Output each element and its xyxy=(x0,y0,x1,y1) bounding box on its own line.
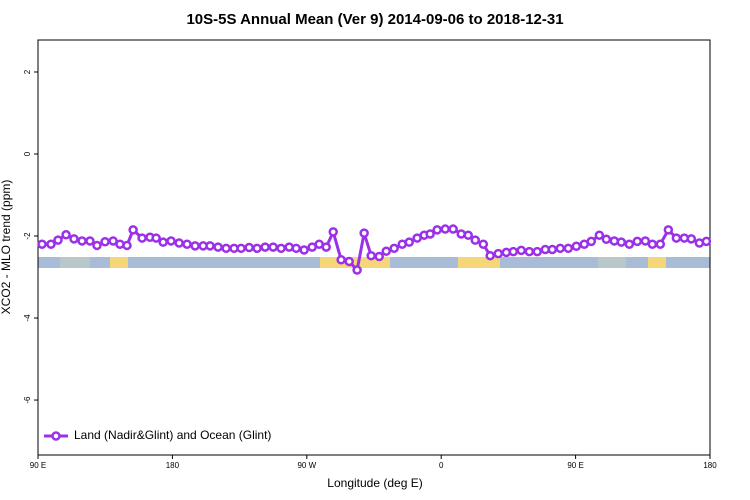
data-point xyxy=(366,250,376,261)
data-point xyxy=(655,239,666,249)
data-point xyxy=(571,241,582,252)
data-point xyxy=(448,224,458,234)
data-point xyxy=(485,250,495,261)
land-patch xyxy=(110,257,128,268)
data-point xyxy=(205,241,215,251)
data-point xyxy=(236,243,246,254)
data-point xyxy=(122,240,132,251)
data-point xyxy=(336,255,346,265)
data-point xyxy=(374,251,384,262)
land-ocean-strip xyxy=(38,257,710,268)
x-axis-label: Longitude (deg E) xyxy=(327,476,422,490)
x-tick-label: 180 xyxy=(166,461,180,470)
plot-frame xyxy=(37,39,711,456)
data-point xyxy=(647,239,658,249)
data-point xyxy=(555,243,565,254)
data-point xyxy=(508,246,519,257)
data-point xyxy=(268,242,278,252)
data-point xyxy=(594,230,605,240)
data-point xyxy=(158,237,168,247)
data-point xyxy=(128,225,138,235)
y-tick-label: -6 xyxy=(23,396,32,404)
x-tick-label: 90 E xyxy=(567,461,583,470)
data-point xyxy=(151,233,161,243)
x-tick-label: 90 W xyxy=(297,461,316,470)
data-point xyxy=(601,234,612,245)
data-point xyxy=(381,246,391,256)
data-point xyxy=(432,225,442,235)
data-point xyxy=(344,256,354,267)
data-point xyxy=(532,246,542,257)
data-point xyxy=(85,236,95,246)
land-patch xyxy=(60,257,90,268)
y-axis-label: XCO2 - MLO trend (ppm) xyxy=(0,180,13,315)
data-point xyxy=(624,239,635,249)
data-point xyxy=(516,245,526,256)
data-point xyxy=(632,236,643,247)
chart-title: 10S-5S Annual Mean (Ver 9) 2014-09-06 to… xyxy=(186,11,563,28)
data-point xyxy=(524,246,535,257)
legend-label: Land (Nadir&Glint) and Ocean (Glint) xyxy=(74,428,271,442)
data-point xyxy=(463,230,473,240)
land-patch xyxy=(458,257,500,268)
data-point xyxy=(92,240,102,251)
data-point xyxy=(291,243,301,254)
x-tick-label: 180 xyxy=(703,461,717,470)
data-point xyxy=(701,236,712,247)
data-point xyxy=(166,236,176,246)
data-point xyxy=(137,233,147,243)
land-patch xyxy=(320,257,390,268)
data-point xyxy=(46,239,56,249)
data-point xyxy=(686,234,697,244)
y-tick-label: -2 xyxy=(23,232,32,240)
data-point xyxy=(640,236,651,246)
data-point xyxy=(586,236,597,247)
data-point xyxy=(404,237,414,247)
legend-marker xyxy=(51,431,61,441)
data-point xyxy=(299,245,309,255)
data-point xyxy=(221,243,231,254)
y-tick-label: 0 xyxy=(23,151,32,156)
data-point xyxy=(244,242,254,253)
data-point xyxy=(671,233,682,243)
data-point xyxy=(321,242,331,252)
y-tick-label: -4 xyxy=(23,314,32,322)
data-point xyxy=(616,237,627,247)
data-point xyxy=(77,236,87,246)
data-point xyxy=(61,230,71,240)
data-point xyxy=(328,227,338,237)
y-tick-label: 2 xyxy=(23,69,32,74)
data-point xyxy=(440,224,450,234)
land-patch xyxy=(648,257,666,268)
data-point xyxy=(478,239,489,249)
data-point xyxy=(53,235,63,245)
data-point xyxy=(37,239,47,249)
land-patch xyxy=(598,257,626,268)
data-point xyxy=(352,265,362,275)
data-point xyxy=(252,243,262,254)
data-point xyxy=(359,228,369,238)
data-point xyxy=(100,237,110,247)
data-point xyxy=(389,243,399,254)
data-point xyxy=(260,242,270,252)
data-point xyxy=(663,225,674,235)
data-point xyxy=(213,242,223,252)
x-tick-label: 90 E xyxy=(30,461,46,470)
x-tick-label: 0 xyxy=(439,461,444,470)
data-point xyxy=(493,248,503,259)
data-point xyxy=(470,235,480,245)
data-point xyxy=(182,239,192,249)
data-point xyxy=(563,243,574,254)
data-point xyxy=(276,243,286,254)
data-point xyxy=(425,229,435,239)
data-point xyxy=(174,238,184,248)
data-point xyxy=(547,244,558,255)
data-point xyxy=(69,234,79,244)
data-point xyxy=(190,241,200,251)
